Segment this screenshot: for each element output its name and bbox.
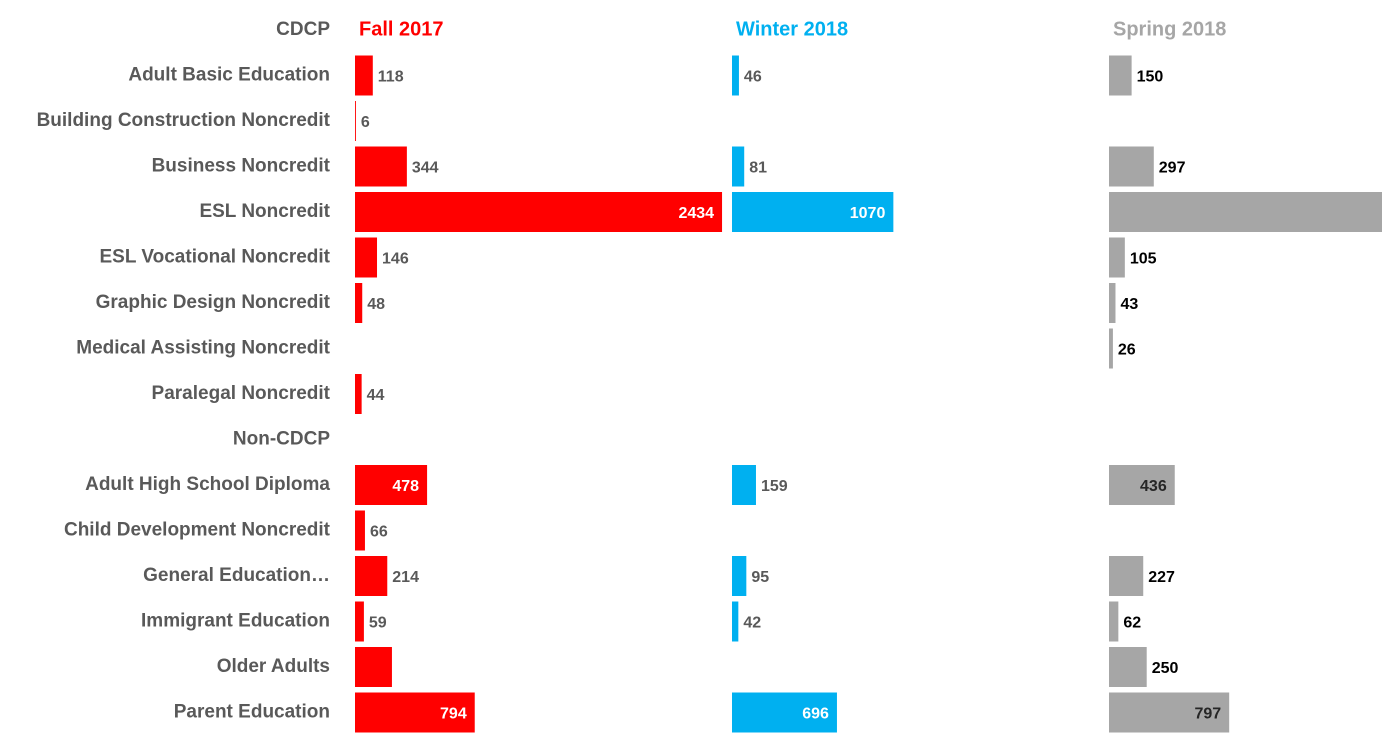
bar (732, 465, 756, 505)
bar (1109, 237, 1125, 278)
bar (732, 55, 739, 96)
bar (1109, 601, 1119, 642)
legend-label: Fall 2017 (359, 18, 444, 40)
bar (355, 692, 475, 733)
bar (732, 556, 747, 596)
data-label: 66 (370, 524, 388, 541)
bar (355, 556, 388, 596)
data-label: 159 (761, 478, 788, 495)
data-label: 794 (440, 706, 467, 723)
bar (1109, 556, 1144, 596)
data-label: 436 (1140, 478, 1167, 495)
data-label: 81 (749, 160, 767, 177)
bar (1109, 146, 1154, 187)
data-label: 146 (382, 251, 409, 268)
category-label: ESL Vocational Noncredit (99, 247, 330, 268)
bar (1109, 283, 1116, 323)
bar (732, 692, 837, 733)
data-label: 95 (751, 569, 769, 586)
data-label: 250 (1152, 660, 1179, 677)
bar (732, 192, 894, 232)
category-label: Non-CDCP (233, 429, 330, 450)
data-label: 6 (361, 114, 370, 131)
category-label: Older Adults (217, 656, 330, 677)
data-label: 2434 (678, 205, 714, 222)
data-label: 150 (1137, 69, 1164, 86)
bar (1109, 328, 1113, 369)
bar (355, 647, 392, 687)
bar (355, 601, 364, 642)
category-label: ESL Noncredit (199, 201, 330, 222)
data-label: 478 (392, 478, 419, 495)
bar (355, 237, 378, 278)
category-label: Immigrant Education (141, 611, 330, 632)
data-label: 696 (802, 706, 829, 723)
bar (732, 146, 745, 187)
category-label: Building Construction Noncredit (37, 110, 331, 131)
data-label: 46 (744, 69, 762, 86)
legend-label: Spring 2018 (1113, 18, 1226, 40)
category-label: Child Development Noncredit (64, 520, 331, 541)
category-label: General Education… (143, 565, 330, 586)
category-label: Parent Education (174, 702, 330, 723)
category-label: Business Noncredit (152, 156, 331, 177)
bar (1109, 465, 1175, 505)
category-label: Paralegal Noncredit (152, 383, 331, 404)
legend-label: Winter 2018 (736, 18, 848, 40)
bar (355, 465, 428, 505)
bar (355, 55, 373, 96)
bar (355, 374, 362, 414)
data-label: 227 (1148, 569, 1175, 586)
bar (1109, 55, 1132, 96)
data-label: 1070 (850, 205, 886, 222)
data-label: 26 (1118, 342, 1136, 359)
category-label: CDCP (276, 19, 330, 40)
bar (1109, 692, 1230, 733)
data-label: 44 (367, 387, 385, 404)
bar (732, 601, 739, 642)
data-label: 297 (1159, 160, 1186, 177)
category-label: Adult High School Diploma (85, 474, 330, 495)
bar (355, 283, 363, 323)
category-label: Medical Assisting Noncredit (76, 338, 330, 359)
bar (1109, 647, 1147, 687)
data-label: 797 (1194, 706, 1221, 723)
bar (355, 146, 407, 187)
bar (355, 510, 365, 551)
bar (1109, 192, 1382, 232)
data-label: 43 (1120, 296, 1138, 313)
bar (355, 192, 723, 232)
data-label: 42 (743, 615, 761, 632)
data-label: 344 (412, 160, 439, 177)
bar (355, 101, 356, 141)
data-label: 59 (369, 615, 387, 632)
data-label: 62 (1123, 615, 1141, 632)
category-label: Graphic Design Noncredit (96, 292, 331, 313)
category-label: Adult Basic Education (128, 65, 330, 86)
data-label: 118 (378, 69, 404, 86)
data-label: 105 (1130, 251, 1157, 268)
data-label: 214 (392, 569, 419, 586)
data-label: 48 (367, 296, 385, 313)
